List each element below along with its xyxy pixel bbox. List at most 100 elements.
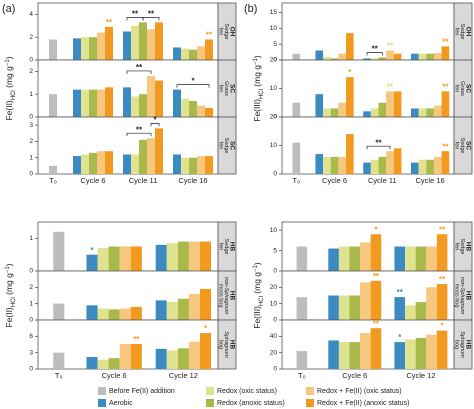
bar — [433, 53, 442, 60]
bracket-label: ** — [136, 63, 143, 72]
x-tick-label: Cycle 16 — [178, 176, 207, 185]
significance-star: ** — [439, 225, 446, 234]
y-tick-label: 20 — [270, 114, 278, 121]
bar — [155, 22, 163, 61]
strip-label: bog — [454, 340, 460, 349]
bar — [188, 293, 200, 320]
bar — [197, 156, 205, 174]
legend-label: Aerobic — [109, 400, 133, 407]
y-tick-label: 3 — [29, 349, 33, 356]
strip — [453, 319, 473, 370]
y-axis-label: Fe(II)HCl (mg g−1) — [4, 56, 16, 120]
bracket-label: ** — [132, 9, 139, 18]
strip-label: Sedge — [223, 24, 229, 40]
bar — [323, 156, 331, 174]
bar — [197, 46, 205, 60]
strip-label: HB — [464, 291, 471, 301]
y-label-part: −1 — [253, 57, 259, 65]
y-tick-label: 0 — [29, 268, 33, 275]
bar — [177, 348, 189, 369]
bar — [349, 246, 361, 271]
y-label-part: −1 — [253, 264, 259, 272]
bar — [105, 87, 113, 117]
significance-star: ** — [387, 82, 394, 91]
x-tick-label: Cycle 12 — [406, 371, 435, 380]
strip-label: fen — [218, 85, 224, 93]
plot-frame — [281, 2, 455, 61]
bar — [73, 38, 81, 60]
bar — [189, 49, 197, 60]
strip — [453, 116, 473, 175]
y-tick-label: 0 — [273, 171, 277, 178]
bar — [166, 350, 178, 369]
strip-label: fen — [454, 243, 460, 251]
bar — [147, 29, 155, 60]
bar — [188, 341, 200, 369]
bar — [394, 297, 406, 320]
y-tick-label: 10 — [270, 25, 278, 32]
bar — [418, 53, 427, 60]
bar — [360, 282, 371, 320]
legend-swatch — [206, 387, 214, 395]
bar — [89, 37, 97, 60]
y-tick-label: 15 — [270, 9, 278, 16]
y-tick-label: 0 — [273, 114, 277, 121]
bar — [415, 337, 427, 369]
bar — [338, 156, 347, 174]
plot-frame — [281, 59, 455, 118]
bar — [200, 288, 212, 320]
x-tick-label: Cycle 6 — [80, 176, 105, 185]
bar — [130, 306, 142, 320]
bar — [426, 287, 437, 320]
bar — [405, 305, 416, 320]
strip-label: moss bog — [454, 284, 460, 308]
strip-label: SC — [228, 141, 235, 150]
bar — [189, 157, 197, 174]
y-tick-label: 0 — [273, 268, 277, 275]
y-label-part: Fe(II) — [4, 307, 14, 327]
significance-star: ** — [397, 288, 404, 297]
strip-label: OH — [228, 27, 235, 37]
bar — [378, 102, 387, 117]
bar — [378, 156, 387, 174]
bracket-label: ** — [375, 138, 382, 147]
bar — [49, 39, 57, 60]
bar — [363, 162, 371, 174]
significance-star: ** — [206, 31, 213, 40]
significance-star: ** — [442, 37, 449, 46]
bar — [131, 96, 139, 117]
bar — [418, 108, 427, 117]
bar — [296, 246, 308, 271]
strip-label: Sedge — [459, 239, 465, 255]
bar — [177, 241, 189, 271]
bar — [436, 330, 448, 369]
bar — [105, 151, 113, 174]
y-tick-label: 6 — [29, 333, 33, 340]
bar — [155, 348, 167, 369]
y-label-part: Fe(III) — [252, 306, 262, 329]
y-label-part: HCl — [11, 297, 17, 307]
y-tick-label: 2 — [29, 138, 33, 145]
y-tick-label: 10 — [270, 300, 278, 307]
bar — [181, 157, 189, 174]
bar — [315, 154, 324, 174]
legend-swatch — [206, 399, 214, 407]
bar — [441, 46, 450, 60]
significance-star: * — [90, 246, 94, 255]
bar — [386, 91, 394, 117]
bar — [415, 302, 427, 320]
bar — [360, 333, 371, 369]
y-tick-label: 3 — [29, 122, 33, 129]
bar — [370, 234, 382, 271]
bar — [370, 280, 382, 320]
legend-label: Redox + Fe(II) (anoxic status) — [317, 400, 409, 407]
bar — [328, 340, 339, 369]
bar — [338, 342, 350, 369]
y-label-part: (mg g — [252, 272, 262, 296]
y-tick-label: 1 — [29, 154, 33, 161]
bar — [370, 328, 382, 369]
bar — [292, 102, 301, 117]
bar — [147, 75, 155, 117]
bar — [328, 248, 339, 271]
y-label-part: Fe(III) — [252, 99, 262, 122]
